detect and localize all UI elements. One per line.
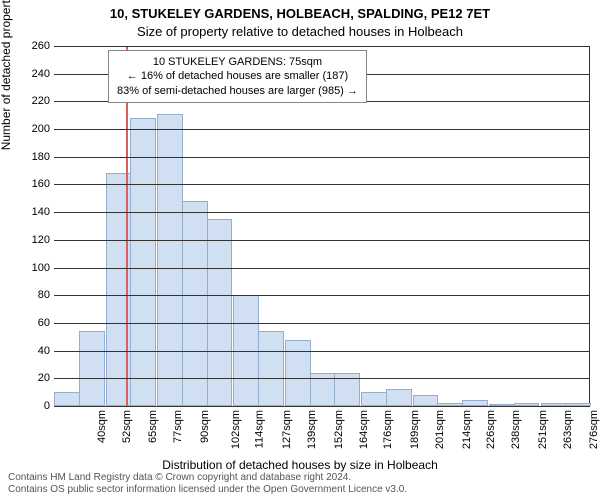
chart-title: 10, STUKELEY GARDENS, HOLBEACH, SPALDING… bbox=[0, 6, 600, 21]
gridline bbox=[54, 184, 590, 185]
histogram-bar bbox=[386, 389, 412, 406]
y-tick-label: 120 bbox=[10, 234, 50, 246]
license-line-1: Contains HM Land Registry data © Crown c… bbox=[8, 472, 407, 484]
gridline bbox=[54, 240, 590, 241]
gridline bbox=[54, 351, 590, 352]
gridline bbox=[54, 323, 590, 324]
license-text: Contains HM Land Registry data © Crown c… bbox=[8, 472, 407, 496]
info-line-3: 83% of semi-detached houses are larger (… bbox=[117, 84, 358, 98]
x-axis-label: Distribution of detached houses by size … bbox=[0, 458, 600, 472]
x-tick-label: 164sqm bbox=[358, 410, 370, 449]
x-tick-label: 176sqm bbox=[382, 410, 394, 449]
histogram-bar bbox=[130, 118, 156, 406]
x-tick-label: 276sqm bbox=[589, 410, 600, 449]
x-tick-label: 238sqm bbox=[510, 410, 522, 449]
histogram-bar bbox=[361, 392, 387, 406]
gridline bbox=[54, 46, 590, 47]
histogram-bar bbox=[413, 395, 439, 406]
histogram-bar bbox=[54, 392, 80, 406]
gridline bbox=[54, 378, 590, 379]
info-box: 10 STUKELEY GARDENS: 75sqm ← 16% of deta… bbox=[108, 50, 367, 103]
y-tick-label: 100 bbox=[10, 262, 50, 274]
chart-container: 10, STUKELEY GARDENS, HOLBEACH, SPALDING… bbox=[0, 0, 600, 500]
y-tick-label: 40 bbox=[10, 345, 50, 357]
x-tick-label: 139sqm bbox=[306, 410, 318, 449]
gridline bbox=[54, 406, 590, 407]
gridline bbox=[54, 268, 590, 269]
info-line-2: ← 16% of detached houses are smaller (18… bbox=[117, 69, 358, 83]
x-tick-label: 251sqm bbox=[537, 410, 549, 449]
gridline bbox=[54, 212, 590, 213]
histogram-bar bbox=[258, 331, 284, 406]
y-tick-label: 180 bbox=[10, 151, 50, 163]
license-line-2: Contains OS public sector information li… bbox=[8, 484, 407, 496]
x-tick-label: 90sqm bbox=[199, 410, 211, 443]
y-tick-label: 200 bbox=[10, 123, 50, 135]
histogram-bar bbox=[285, 340, 311, 406]
info-line-1: 10 STUKELEY GARDENS: 75sqm bbox=[117, 55, 358, 69]
x-tick-label: 127sqm bbox=[281, 410, 293, 449]
y-tick-label: 220 bbox=[10, 95, 50, 107]
x-tick-label: 263sqm bbox=[562, 410, 574, 449]
x-tick-label: 152sqm bbox=[333, 410, 345, 449]
y-tick-label: 140 bbox=[10, 206, 50, 218]
x-tick-label: 189sqm bbox=[409, 410, 421, 449]
histogram-bar bbox=[79, 331, 105, 406]
gridline bbox=[54, 295, 590, 296]
x-tick-label: 52sqm bbox=[121, 410, 133, 443]
y-tick-label: 260 bbox=[10, 40, 50, 52]
histogram-bar bbox=[182, 201, 208, 406]
x-tick-label: 40sqm bbox=[96, 410, 108, 443]
y-tick-label: 160 bbox=[10, 178, 50, 190]
x-tick-label: 102sqm bbox=[230, 410, 242, 449]
x-tick-label: 114sqm bbox=[254, 410, 266, 448]
y-tick-label: 80 bbox=[10, 289, 50, 301]
chart-subtitle: Size of property relative to detached ho… bbox=[0, 24, 600, 39]
y-tick-label: 240 bbox=[10, 68, 50, 80]
y-tick-label: 20 bbox=[10, 372, 50, 384]
y-tick-label: 0 bbox=[10, 400, 50, 412]
x-tick-label: 77sqm bbox=[172, 410, 184, 443]
gridline bbox=[54, 129, 590, 130]
x-tick-label: 214sqm bbox=[461, 410, 473, 449]
x-tick-label: 65sqm bbox=[147, 410, 159, 443]
x-tick-label: 201sqm bbox=[434, 410, 446, 449]
gridline bbox=[54, 157, 590, 158]
y-tick-label: 60 bbox=[10, 317, 50, 329]
x-tick-label: 226sqm bbox=[485, 410, 497, 449]
